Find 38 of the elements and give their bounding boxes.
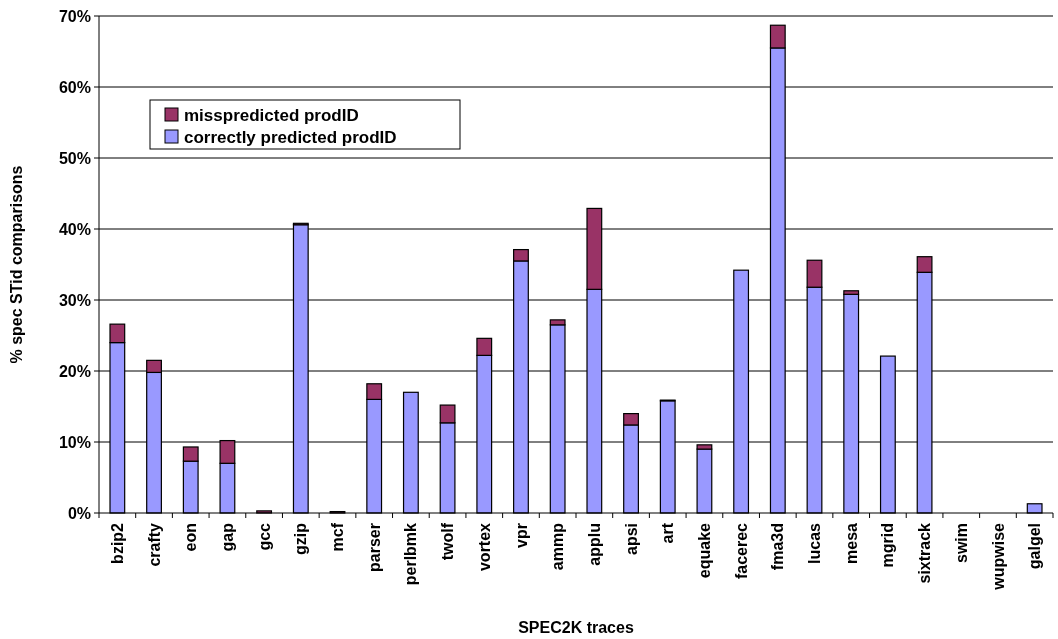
y-tick-label: 10% xyxy=(58,433,91,451)
x-tick-label: eon xyxy=(182,523,200,552)
x-tick-label: twolf xyxy=(439,522,457,561)
x-tick-label: mesa xyxy=(842,522,860,564)
x-tick-label: equake xyxy=(696,522,714,579)
y-tick-label: 50% xyxy=(58,149,91,167)
x-tick-label: mcf xyxy=(329,522,347,552)
x-tick-label: lucas xyxy=(806,522,824,564)
x-axis-title: SPEC2K traces xyxy=(518,619,634,636)
y-tick-label: 0% xyxy=(67,504,91,522)
x-tick-label: swim xyxy=(952,523,970,564)
x-tick-label: perlbmk xyxy=(402,522,420,586)
x-tick-label: mgrid xyxy=(879,523,897,568)
legend-label: misspredicted prodID xyxy=(184,105,359,125)
y-tick-label: 20% xyxy=(58,362,91,380)
x-tick-label: art xyxy=(659,522,677,544)
y-tick-label: 60% xyxy=(58,78,91,96)
x-tick-label: gap xyxy=(219,522,237,552)
x-tick-label: gcc xyxy=(255,522,273,551)
legend-label: correctly predicted prodID xyxy=(184,127,397,147)
x-tick-label: parser xyxy=(365,523,383,572)
x-tick-label: apsi xyxy=(622,523,640,556)
x-tick-label: facerec xyxy=(732,522,750,580)
x-tick-label: bzip2 xyxy=(108,522,126,564)
x-tick-label: crafty xyxy=(145,522,163,567)
x-tick-label: applu xyxy=(585,523,603,566)
x-tick-label: gzip xyxy=(292,522,310,555)
x-tick-label: vortex xyxy=(475,522,493,572)
y-tick-label: 30% xyxy=(58,291,91,309)
x-tick-label: sixtrack xyxy=(916,522,934,584)
y-tick-label: 70% xyxy=(58,7,91,25)
x-tick-label: vpr xyxy=(512,523,530,548)
x-tick-label: wupwise xyxy=(989,522,1007,591)
x-tick-label: ammp xyxy=(549,522,567,571)
x-tick-label: fma3d xyxy=(769,523,787,571)
y-axis-title: % spec STid comparisons xyxy=(8,165,25,364)
y-tick-label: 40% xyxy=(58,220,91,238)
x-tick-label: galgel xyxy=(1026,523,1044,570)
